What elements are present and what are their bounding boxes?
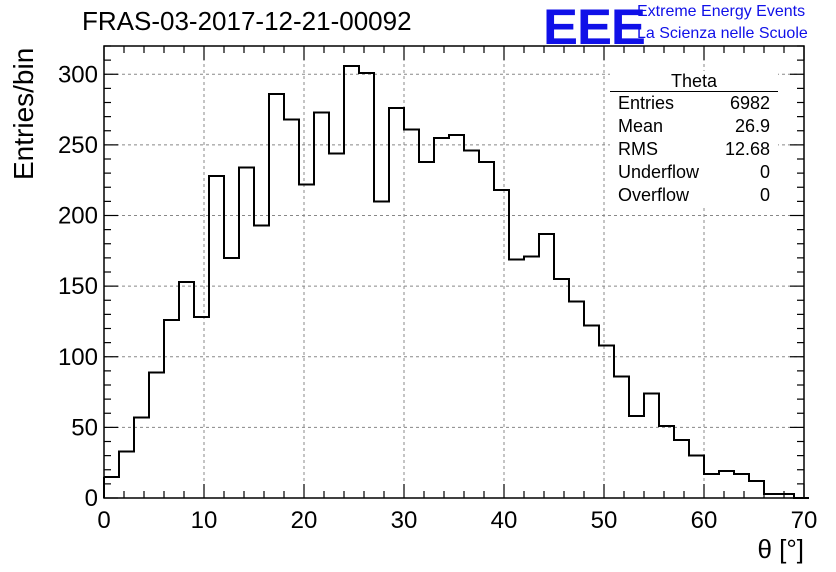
histogram-bin [659, 426, 674, 498]
y-axis-label: Entries/bin [8, 47, 39, 180]
histogram-bin [269, 94, 284, 498]
histogram-bin [224, 258, 239, 498]
histogram-bin [464, 151, 479, 498]
y-tick-label: 300 [58, 61, 98, 88]
y-tick-label: 200 [58, 203, 98, 230]
histogram-bin [254, 225, 269, 498]
stats-label: Mean [618, 116, 664, 136]
stats-title: Theta [610, 71, 778, 92]
stats-row-rms: RMS 12.68 [610, 138, 778, 161]
stats-row-underflow: Underflow 0 [610, 161, 778, 184]
histogram-bin [434, 138, 449, 498]
y-tick-label: 150 [58, 273, 98, 300]
histogram-bin [299, 184, 314, 498]
histogram-bin [719, 471, 734, 498]
axis-ticks [103, 45, 805, 499]
histogram-bin [209, 176, 224, 498]
histogram-bin [104, 477, 119, 498]
histogram-bin [344, 66, 359, 498]
stats-label: RMS [618, 139, 658, 159]
stats-value: 0 [759, 185, 770, 205]
histogram-bin [539, 234, 554, 498]
histogram-bin [644, 393, 659, 498]
stats-row-entries: Entries 6982 [610, 92, 778, 115]
histogram-bin [389, 108, 404, 498]
logo-line-1: Extreme Energy Events [637, 3, 806, 20]
histogram-bin [164, 320, 179, 498]
histogram-bin [674, 440, 689, 498]
stats-label: Underflow [618, 162, 700, 182]
histogram-bin [419, 162, 434, 498]
logo-line-2: La Scienza nelle Scuole [637, 25, 808, 42]
histogram-bin [329, 153, 344, 498]
histogram-bin [614, 377, 629, 498]
histogram-bin [704, 474, 719, 498]
stats-row-overflow: Overflow 0 [610, 184, 778, 207]
histogram-bin [239, 167, 254, 498]
histogram-bin [584, 326, 599, 498]
stats-box: Theta Entries 6982 Mean 26.9 RMS 12.68 U… [610, 71, 778, 207]
histogram-bin [749, 481, 764, 498]
stats-value: 6982 [729, 93, 770, 113]
stats-row-mean: Mean 26.9 [610, 115, 778, 138]
histogram-bin [629, 416, 644, 498]
eee-logo: EEE [543, 0, 646, 55]
histogram-bin [134, 417, 149, 498]
x-tick-label: 0 [97, 507, 110, 534]
grid-lines [104, 46, 804, 498]
y-tick-label: 250 [58, 132, 98, 159]
plot-title: FRAS-03-2017-12-21-00092 [82, 6, 412, 36]
x-tick-label: 10 [191, 507, 218, 534]
histogram-bin [554, 279, 569, 498]
histogram-bin [314, 112, 329, 498]
histogram-bin [734, 474, 749, 498]
histogram-bin [524, 256, 539, 498]
tick-labels: 0 10 20 30 40 50 60 70 0 50 100 150 200 250 300 [58, 61, 817, 534]
histogram-bin [179, 282, 194, 498]
stats-value: 0 [759, 162, 770, 182]
stats-value: 26.9 [734, 116, 770, 136]
x-tick-label: 50 [591, 507, 618, 534]
stats-label: Entries [618, 93, 675, 113]
histogram-bin [449, 135, 464, 498]
histogram-bin [479, 162, 494, 498]
x-tick-label: 40 [491, 507, 518, 534]
histogram-bin [689, 456, 704, 498]
histogram-bin [599, 345, 614, 498]
histogram-bin [359, 73, 374, 498]
x-axis-label: θ [°] [757, 534, 804, 564]
x-tick-label: 70 [791, 507, 818, 534]
y-tick-label: 50 [71, 414, 98, 441]
histogram-bin [494, 190, 509, 498]
histogram-series [103, 64, 809, 499]
stats-label: Overflow [618, 185, 690, 205]
histogram-bin [194, 317, 209, 498]
stats-value: 12.68 [724, 139, 770, 159]
histogram-bin [284, 119, 299, 498]
y-tick-label: 0 [85, 485, 98, 512]
x-tick-label: 20 [291, 507, 318, 534]
x-tick-label: 30 [391, 507, 418, 534]
histogram-bin [509, 259, 524, 498]
histogram-bin [404, 129, 419, 498]
x-tick-label: 60 [691, 507, 718, 534]
histogram-bin [119, 451, 134, 498]
y-tick-label: 100 [58, 344, 98, 371]
histogram-bin [149, 372, 164, 498]
histogram-bin [569, 302, 584, 498]
histogram-bin [374, 201, 389, 498]
